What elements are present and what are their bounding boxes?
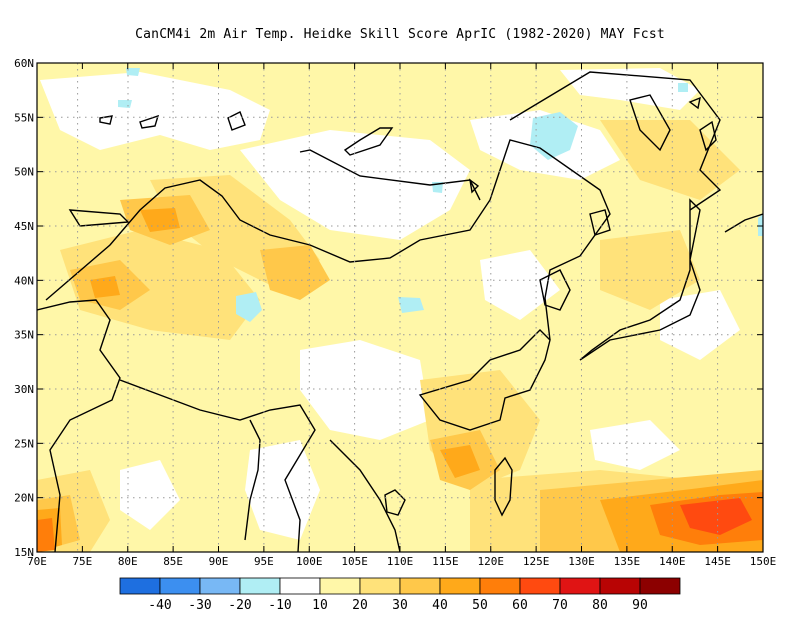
colorbar-label: 80	[592, 598, 608, 613]
lon-tick-label: 120E	[478, 555, 505, 568]
colorbar-swatch	[479, 577, 521, 595]
lon-tick-label: 145E	[704, 555, 731, 568]
lon-tick-label: 115E	[432, 555, 459, 568]
colorbar-label: -40	[148, 598, 171, 613]
colorbar-label: 20	[352, 598, 368, 613]
colorbar-label: 10	[312, 598, 328, 613]
lon-tick-label: 135E	[614, 555, 641, 568]
colorbar-label: 70	[552, 598, 568, 613]
colorbar-label: 50	[472, 598, 488, 613]
axis-ticks	[36, 62, 764, 553]
lon-tick-label: 140E	[659, 555, 686, 568]
colorbar-label: 60	[512, 598, 528, 613]
lon-tick-label: 125E	[523, 555, 550, 568]
colorbar-swatch	[199, 577, 241, 595]
lon-tick-label: 70E	[27, 555, 47, 568]
colorbar-swatch	[359, 577, 401, 595]
colorbar-swatch	[239, 577, 281, 595]
lat-tick-label: 35N	[14, 329, 34, 342]
lon-tick-label: 80E	[118, 555, 138, 568]
map-title: CanCM4i 2m Air Temp. Heidke Skill Score …	[135, 27, 665, 42]
colorbar: -40 -30 -20 -10 10 20 30 40 50 60 70 80 90	[119, 577, 681, 613]
coastlines-borders	[37, 71, 763, 552]
colorbar-label: -20	[228, 598, 251, 613]
max-skill-region	[680, 498, 752, 535]
colorbar-label: 30	[392, 598, 408, 613]
colorbar-swatch	[119, 577, 161, 595]
lon-tick-label: 110E	[387, 555, 414, 568]
grid-lines	[37, 63, 763, 552]
lat-tick-label: 30N	[14, 383, 34, 396]
lon-tick-label: 130E	[568, 555, 595, 568]
lon-tick-label: 75E	[72, 555, 92, 568]
colorbar-swatch	[399, 577, 441, 595]
lat-tick-label: 60N	[14, 57, 34, 70]
lat-tick-label: 25N	[14, 437, 34, 450]
colorbar-swatch	[559, 577, 601, 595]
colorbar-label: 40	[432, 598, 448, 613]
lat-tick-label: 50N	[14, 166, 34, 179]
lat-tick-label: 55N	[14, 111, 34, 124]
lon-tick-label: 95E	[254, 555, 274, 568]
lon-tick-label: 105E	[341, 555, 368, 568]
colorbar-label: 90	[632, 598, 648, 613]
negative-skill-spots	[118, 68, 763, 322]
lon-tick-label: 85E	[163, 555, 183, 568]
colorbar-label: -10	[268, 598, 291, 613]
lon-tick-label: 90E	[209, 555, 229, 568]
colorbar-swatch	[159, 577, 201, 595]
lat-tick-label: 20N	[14, 492, 34, 505]
lon-tick-label: 100E	[296, 555, 323, 568]
colorbar-swatch	[319, 577, 361, 595]
lat-tick-label: 15N	[14, 546, 34, 559]
colorbar-swatch	[519, 577, 561, 595]
colorbar-swatch	[279, 577, 321, 595]
lat-tick-label: 40N	[14, 274, 34, 287]
colorbar-swatch	[439, 577, 481, 595]
lon-tick-label: 150E	[750, 555, 777, 568]
colorbar-swatch	[599, 577, 641, 595]
lat-tick-label: 45N	[14, 220, 34, 233]
colorbar-label: -30	[188, 598, 211, 613]
colorbar-swatch	[639, 577, 681, 595]
